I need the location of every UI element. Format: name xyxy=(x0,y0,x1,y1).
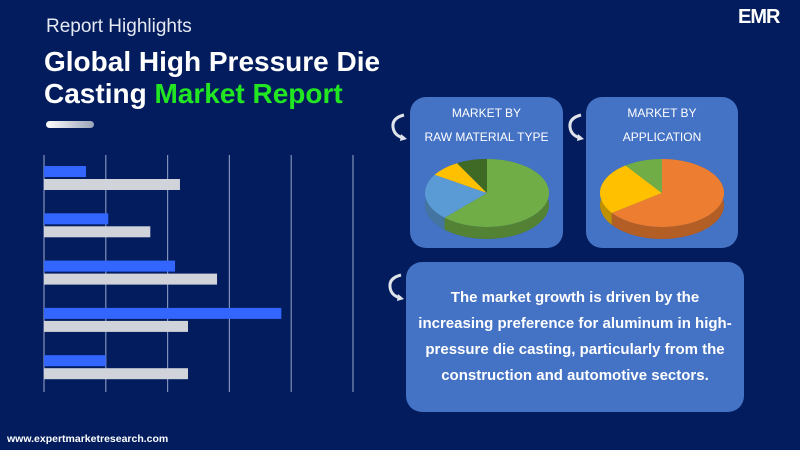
card-title-line2: APPLICATION xyxy=(622,130,702,144)
curved-arrow-icon xyxy=(568,113,584,141)
pie-chart-raw-material xyxy=(424,159,549,239)
card-title-line2: RAW MATERIAL TYPE xyxy=(424,130,549,144)
website-url: www.expertmarketresearch.com xyxy=(7,433,169,445)
bar-blue xyxy=(44,307,282,319)
market-by-raw-material-card: MARKET BY RAW MATERIAL TYPE xyxy=(410,97,563,248)
pie-slice xyxy=(611,159,724,227)
bar-chart xyxy=(43,155,354,392)
highlight-text: The market growth is driven by the incre… xyxy=(418,289,732,384)
pie-slice xyxy=(434,163,487,193)
bar-gray xyxy=(44,226,151,238)
logo-text: EMR xyxy=(738,6,780,28)
report-highlights-label: Report Highlights xyxy=(46,16,192,37)
page-title: Global High Pressure Die Casting Market … xyxy=(44,46,380,110)
title-line2: Casting xyxy=(44,78,155,109)
bar-gray xyxy=(44,320,188,332)
market-by-application-card: MARKET BY APPLICATION xyxy=(586,97,738,248)
pie-chart-application xyxy=(600,159,724,239)
highlight-textbox: The market growth is driven by the incre… xyxy=(406,262,744,412)
curved-arrow-icon xyxy=(388,273,404,301)
bar-blue xyxy=(44,355,106,367)
title-line1: Global High Pressure Die xyxy=(44,46,381,77)
bar-blue xyxy=(44,260,176,272)
pie-slice xyxy=(456,159,487,193)
pie-slice-side xyxy=(444,159,549,239)
card-title-line1: MARKET BY xyxy=(451,106,522,120)
bar-gray xyxy=(44,179,180,190)
bar-gray xyxy=(44,368,188,380)
emr-logo: EMR xyxy=(738,6,780,29)
pie-slice xyxy=(424,174,487,218)
title-highlight: Market Report xyxy=(154,78,343,109)
decorative-pill xyxy=(46,121,94,128)
bar-gray xyxy=(44,273,218,285)
pie-slice xyxy=(444,159,549,227)
pie-slice xyxy=(625,159,662,193)
pie-slice xyxy=(600,165,662,213)
card-title-line1: MARKET BY xyxy=(627,106,697,120)
bar-blue xyxy=(44,213,109,225)
curved-arrow-icon xyxy=(391,113,407,141)
bar-blue xyxy=(44,166,87,177)
pie-slice-side xyxy=(611,159,724,239)
